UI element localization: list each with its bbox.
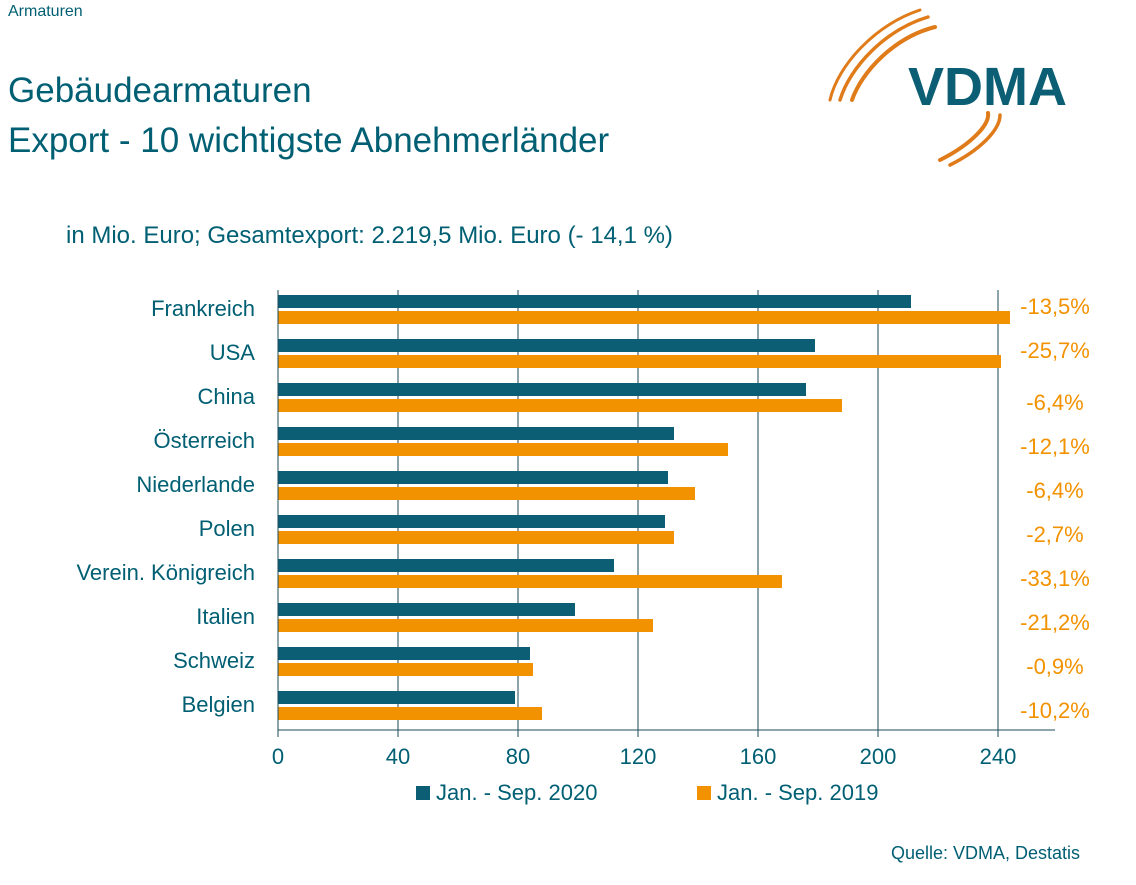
bar-2020	[278, 603, 575, 616]
category-label: Belgien	[182, 692, 255, 717]
change-label: -10,2%	[1020, 698, 1090, 723]
x-tick-label: 120	[620, 744, 657, 769]
logo-arc-4	[938, 111, 991, 162]
axes	[277, 290, 1055, 737]
bar-2020	[278, 559, 614, 572]
legend-item-2019: Jan. - Sep. 2019	[697, 780, 878, 805]
logo-arc-2	[838, 15, 930, 102]
legend: Jan. - Sep. 2020 Jan. - Sep. 2019	[416, 780, 878, 805]
category-label: USA	[210, 340, 256, 365]
legend-item-2020: Jan. - Sep. 2020	[416, 780, 597, 805]
x-tick-label: 0	[272, 744, 284, 769]
chart-subtitle: in Mio. Euro; Gesamtexport: 2.219,5 Mio.…	[66, 222, 673, 249]
category-label: Österreich	[154, 428, 255, 453]
vdma-logo: VDMA	[828, 8, 1067, 167]
change-label: -25,7%	[1020, 338, 1090, 363]
change-label: -6,4%	[1026, 390, 1083, 415]
bar-2020	[278, 691, 515, 704]
bar-2019	[278, 487, 695, 500]
change-label: -2,7%	[1026, 522, 1083, 547]
x-tick-label: 80	[506, 744, 530, 769]
bar-2019	[278, 311, 1010, 324]
bar-2020	[278, 383, 806, 396]
bar-2019	[278, 355, 1001, 368]
x-tick-label: 240	[980, 744, 1017, 769]
legend-swatch	[697, 786, 711, 800]
category-label: Polen	[199, 516, 255, 541]
x-tick-labels: 0 40 80 120 160 200 240	[272, 744, 1016, 769]
bar-2019	[278, 575, 782, 588]
bar-2020	[278, 295, 911, 308]
category-label: Frankreich	[151, 296, 255, 321]
logo-arc-5	[948, 113, 1002, 167]
category-label: China	[198, 384, 256, 409]
section-label: Armaturen	[8, 3, 83, 20]
bars	[278, 295, 1010, 720]
change-label: -21,2%	[1020, 610, 1090, 635]
bar-2020	[278, 471, 668, 484]
category-label: Schweiz	[173, 648, 255, 673]
bar-2019	[278, 707, 542, 720]
bar-2019	[278, 443, 728, 456]
source-note: Quelle: VDMA, Destatis	[890, 843, 1080, 863]
legend-swatch	[416, 786, 430, 800]
x-tick-label: 160	[740, 744, 777, 769]
bar-2019	[278, 663, 533, 676]
change-label: -13,5%	[1020, 294, 1090, 319]
change-labels: -13,5% -25,7% -6,4% -12,1% -6,4% -2,7% -33,1% -…	[1020, 294, 1090, 723]
legend-label: Jan. - Sep. 2019	[717, 780, 878, 805]
bar-2019	[278, 531, 674, 544]
logo-arc-1	[828, 8, 922, 102]
change-label: -33,1%	[1020, 566, 1090, 591]
x-tick-label: 40	[386, 744, 410, 769]
bar-2020	[278, 339, 815, 352]
bar-2020	[278, 427, 674, 440]
category-label: Italien	[196, 604, 255, 629]
change-label: -6,4%	[1026, 478, 1083, 503]
bar-2020	[278, 647, 530, 660]
change-label: -0,9%	[1026, 654, 1083, 679]
title-line-1: Gebäudearmaturen	[8, 71, 312, 110]
category-label: Verein. Königreich	[76, 560, 255, 585]
category-labels: Frankreich USA China Österreich Niederlande P…	[76, 296, 255, 717]
bar-2019	[278, 619, 653, 632]
title-line-2: Export - 10 wichtigste Abnehmerländer	[8, 121, 610, 160]
logo-text: VDMA	[908, 57, 1067, 117]
x-tick-label: 200	[860, 744, 897, 769]
bar-2019	[278, 399, 842, 412]
legend-label: Jan. - Sep. 2020	[436, 780, 597, 805]
logo-arc-3	[850, 25, 937, 102]
change-label: -12,1%	[1020, 434, 1090, 459]
bar-2020	[278, 515, 665, 528]
category-label: Niederlande	[136, 472, 255, 497]
page-title: Gebäudearmaturen Export - 10 wichtigste …	[8, 66, 609, 166]
